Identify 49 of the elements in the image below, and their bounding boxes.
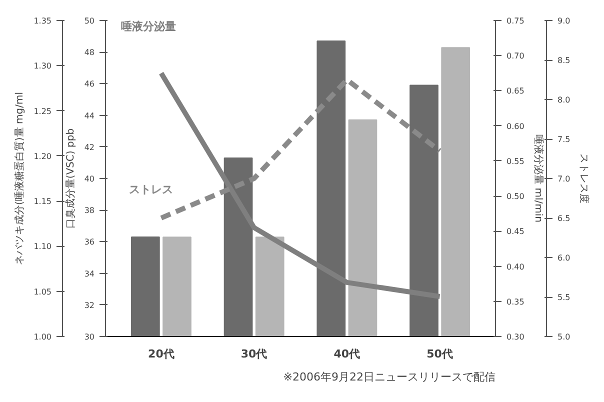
y2-tick-label: 5.0 (558, 332, 570, 342)
y2-axis-title: ネバツキ成分(唾液糖蛋白質)量 mg/ml (14, 92, 26, 265)
y-tick-label: 40 (84, 174, 95, 184)
x-tick-label: 30代 (240, 348, 268, 360)
y-axis-title: 口臭成分量(VSC) ppb (64, 128, 76, 229)
y2-tick-label: 6.0 (558, 254, 570, 262)
y2-tick-label: 1.15 (34, 197, 52, 206)
y-tick-label: 0.50 (506, 192, 524, 202)
y2-tick-label: 1.20 (34, 152, 52, 161)
y2-tick-label: 1.05 (34, 287, 52, 296)
y2-tick-label: 5.5 (558, 293, 570, 302)
y2-tick-label: 8.5 (558, 56, 570, 65)
y2-tick-label: 8.0 (558, 96, 570, 104)
y-tick-label: 34 (84, 269, 95, 278)
y-tick-label: 0.55 (506, 156, 524, 166)
y-tick-label: 0.30 (506, 332, 524, 342)
y-tick-label: 0.40 (506, 262, 524, 272)
y-tick-label: 0.35 (506, 297, 524, 306)
y-tick-label: 30 (84, 332, 95, 342)
y2-tick-label: 6.5 (558, 214, 570, 223)
y-tick-label: 42 (84, 142, 95, 152)
y-tick-label: 44 (84, 111, 95, 120)
text: ※2006年9月22日ニュースリリースで配信 (283, 370, 496, 384)
y-tick-label: 0.75 (506, 16, 524, 26)
y-axis-title: 唾液分泌量 ml/min (532, 134, 544, 222)
x-tick-label: 50代 (426, 348, 453, 360)
y-tick-label: 38 (84, 206, 95, 216)
y-tick-label: 0.65 (506, 86, 524, 96)
series-label: ストレス (129, 183, 174, 196)
x-tick-label: 20代 (148, 348, 174, 360)
y-tick-label: 48 (84, 48, 95, 58)
y2-axis-title: ストレス度 (578, 154, 590, 204)
y2-tick-label: 1.35 (34, 16, 52, 26)
y2-tick-label: 7.0 (558, 174, 570, 184)
y2-tick-label: 1.25 (34, 106, 52, 116)
x-tick-label: 40代 (334, 348, 360, 360)
y2-tick-label: 7.5 (558, 135, 570, 144)
y2-tick-label: 9.0 (558, 16, 570, 26)
y-tick-label: 0.45 (506, 227, 524, 236)
y2-tick-label: 1.30 (34, 62, 52, 71)
y2-tick-label: 1.00 (34, 332, 52, 342)
text: 唾液分泌量 (121, 20, 176, 34)
y-tick-label: 0.70 (506, 52, 524, 61)
y-tick-label: 50 (84, 16, 95, 26)
y2-tick-label: 1.10 (34, 242, 52, 252)
y-tick-label: 32 (84, 300, 95, 310)
y-tick-label: 36 (84, 238, 95, 247)
y-tick-label: 46 (84, 80, 95, 89)
y-tick-label: 0.60 (506, 122, 524, 131)
